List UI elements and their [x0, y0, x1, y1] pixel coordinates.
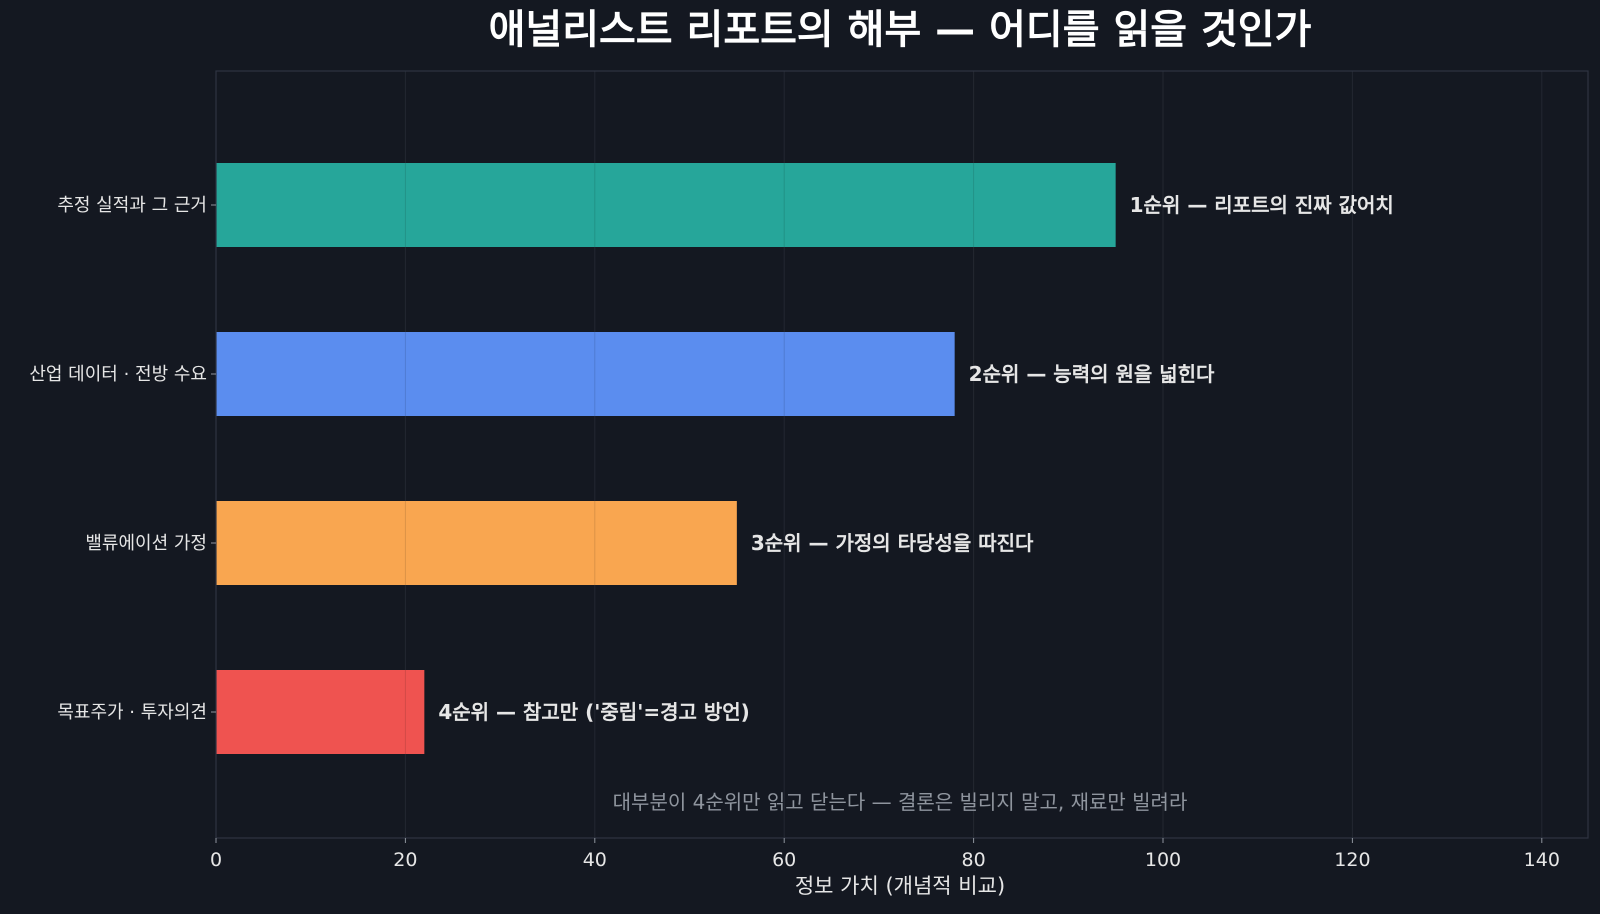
category-label-2: 산업 데이터 · 전방 수요 [29, 364, 207, 385]
x-tick-label-20: 20 [393, 849, 417, 871]
bar-4 [216, 670, 425, 754]
bar-label-3: 3순위 — 가정의 타당성을 따진다 [751, 531, 1034, 555]
x-tick-label-140: 140 [1524, 849, 1560, 871]
bar-1 [216, 163, 1116, 247]
x-tick-label-0: 0 [210, 849, 222, 871]
bar-3 [216, 501, 737, 585]
x-tick-label-120: 120 [1334, 849, 1370, 871]
overlay-grid-layer [404, 71, 1543, 838]
x-tick-label-40: 40 [583, 849, 607, 871]
plot-border [215, 70, 1589, 839]
category-label-1: 추정 실적과 그 근거 [57, 195, 207, 216]
bar-2 [216, 332, 955, 416]
chart-annotation: 대부분이 4순위만 읽고 닫는다 — 결론은 빌리지 말고, 재료만 빌려라 [613, 790, 1188, 814]
chart-title: 애널리스트 리포트의 해부 — 어디를 읽을 것인가 [489, 7, 1312, 53]
bar-label-4: 4순위 — 참고만 ('중립'=경고 방언) [438, 700, 749, 724]
x-tick-label-100: 100 [1145, 849, 1181, 871]
category-label-3: 밸류에이션 가정 [85, 533, 207, 554]
bar-label-1: 1순위 — 리포트의 진짜 값어치 [1130, 193, 1394, 217]
bar-label-2: 2순위 — 능력의 원을 넓힌다 [969, 362, 1215, 386]
axis-layer: 0 20 40 60 80 100 120 140 [210, 204, 1560, 871]
x-tick-label-60: 60 [772, 849, 796, 871]
x-tick-label-80: 80 [962, 849, 986, 871]
category-label-4: 목표주가 · 투자의견 [57, 702, 207, 723]
x-axis-title: 정보 가치 (개념적 비교) [795, 874, 1005, 898]
bars-layer [216, 163, 1116, 754]
